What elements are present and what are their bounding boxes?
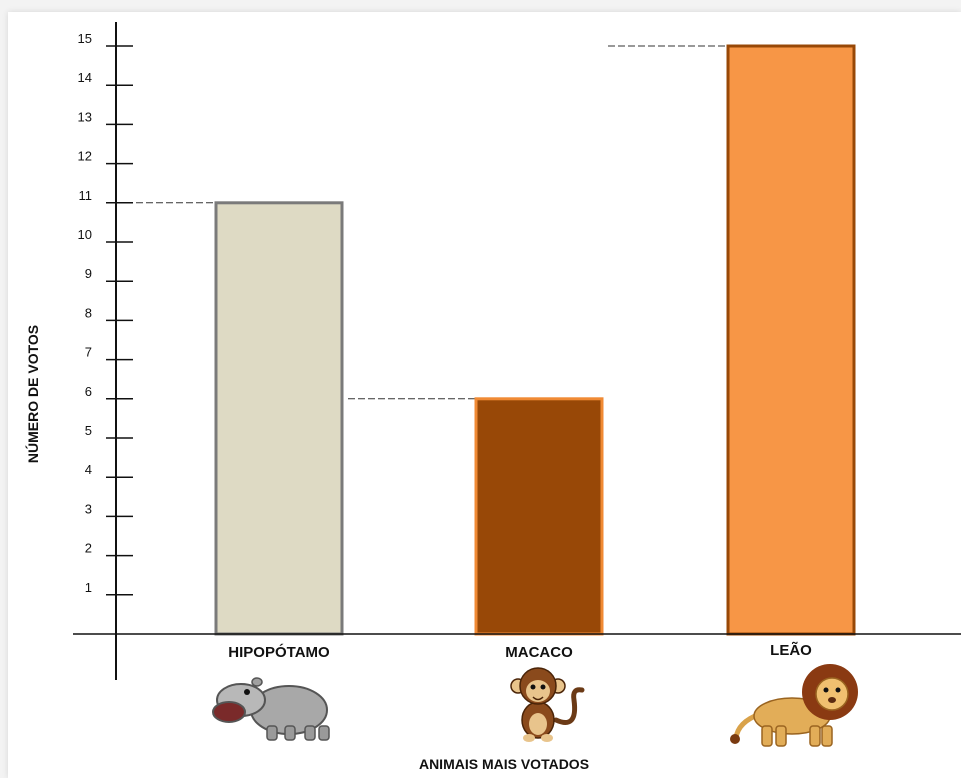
monkey-icon <box>510 667 585 742</box>
monkey-face <box>526 680 550 702</box>
lion-eye <box>835 687 841 693</box>
y-tick-label: 13 <box>78 109 92 124</box>
hippo-leg <box>284 725 296 741</box>
chart-card: 1 2 3 4 5 6 7 8 9 10 11 12 13 14 15 HIPOPÓTAMO MACACO LE… <box>8 12 961 778</box>
bars-group <box>214 44 856 636</box>
lion-leg <box>761 725 773 747</box>
y-tick-label: 8 <box>85 305 92 320</box>
lion-leg <box>821 725 833 747</box>
hippo-leg <box>318 725 330 741</box>
x-axis-category-labels: HIPOPÓTAMO MACACO LEÃO <box>228 641 812 661</box>
category-label: HIPOPÓTAMO <box>228 643 330 661</box>
hippo-eye <box>244 689 250 695</box>
x-axis-title: ANIMAIS MAIS VOTADOS <box>419 756 589 772</box>
monkey-belly <box>529 713 547 735</box>
y-tick-label: 3 <box>85 501 92 516</box>
hippo-leg <box>304 725 316 741</box>
y-tick-label: 12 <box>78 149 92 164</box>
lion-face <box>815 677 849 711</box>
hippo-leg <box>266 725 278 741</box>
hippo-mouth <box>212 701 246 723</box>
axes <box>73 22 961 680</box>
hippo-ear <box>251 677 263 687</box>
monkey-foot <box>523 734 535 742</box>
lion-tail-tuft <box>730 734 740 744</box>
y-tick-label: 4 <box>85 462 92 477</box>
monkey-eye <box>530 684 536 690</box>
y-tick-label: 10 <box>78 227 92 242</box>
lion-nose <box>828 697 836 703</box>
y-tick-label: 9 <box>85 266 92 281</box>
y-tick-label: 5 <box>85 423 92 438</box>
monkey-eye <box>540 684 546 690</box>
animal-icons <box>212 664 858 747</box>
monkey-smile <box>532 696 544 701</box>
category-label: MACACO <box>505 644 573 661</box>
y-tick-label: 1 <box>85 580 92 595</box>
bar <box>726 44 856 636</box>
y-axis-title: NÚMERO DE VOTOS <box>24 325 41 463</box>
monkey-tail <box>553 687 585 725</box>
y-tick-label: 11 <box>79 188 93 203</box>
y-tick-label: 14 <box>78 70 92 85</box>
guide-lines <box>116 45 728 400</box>
bar <box>474 397 604 636</box>
y-tick-label: 7 <box>85 345 92 360</box>
lion-leg <box>775 725 787 747</box>
lion-icon <box>730 664 858 747</box>
y-tick-label: 2 <box>85 541 92 556</box>
monkey-foot <box>541 734 553 742</box>
category-label: LEÃO <box>770 641 812 659</box>
y-tick-label: 15 <box>78 31 92 46</box>
lion-leg <box>809 725 821 747</box>
bar <box>214 201 344 636</box>
hippo-icon <box>212 677 330 741</box>
lion-eye <box>823 687 829 693</box>
y-tick-label: 6 <box>85 384 92 399</box>
